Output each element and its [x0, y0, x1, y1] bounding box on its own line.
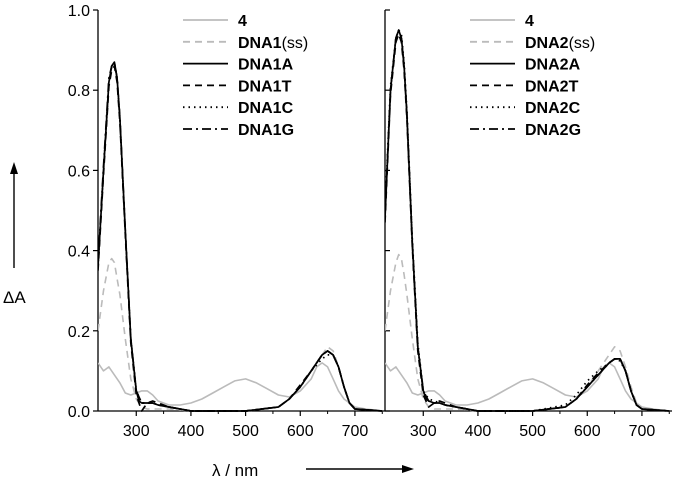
x-tick-label: 300 — [410, 423, 437, 440]
x-tick-label: 400 — [465, 423, 492, 440]
y-axis-arrow-head — [10, 162, 18, 174]
legend-label-dna1c: DNA1C — [238, 100, 294, 117]
legend-label-dna1t: DNA1T — [238, 78, 292, 95]
legend-label-4: 4 — [238, 13, 247, 30]
chart-panel-right: 300 400 500 600 700 4 DNA2 (ss) DNA2A DNA2T DNA2C… — [384, 9, 672, 440]
series-line-dna2g — [385, 29, 670, 412]
y-tick-label: 0.8 — [68, 83, 90, 100]
x-axis-label: λ / nm — [212, 461, 258, 480]
series-line-4 — [385, 362, 670, 412]
series-line-dna1g — [98, 61, 383, 412]
series-line-dna2c — [385, 29, 670, 412]
x-tick-label: 600 — [574, 423, 601, 440]
series-line-dna1t — [98, 65, 383, 412]
x-tick-label: 300 — [123, 423, 150, 440]
legend-label-dna2a: DNA2A — [525, 57, 581, 74]
y-tick-label: 1.0 — [68, 3, 90, 20]
legend-label-dna2: DNA2 — [525, 35, 569, 52]
x-tick-label: 400 — [178, 423, 205, 440]
y-axis-label: ΔA — [3, 288, 26, 307]
y-tick-label: 0.6 — [68, 163, 90, 180]
x-axis-arrow-head — [402, 465, 414, 473]
y-tick-label: 0.4 — [68, 244, 90, 261]
series-line-dna2 — [385, 253, 670, 412]
legend-suffix: (ss) — [569, 35, 596, 52]
y-tick-label: 0.0 — [68, 404, 90, 421]
series-line-dna1 — [98, 257, 383, 412]
legend-label-dna1g: DNA1G — [238, 122, 294, 139]
chart-panel-left: 300 400 500 600 700 0.0 0.2 0.4 0.6 0.8 1.0 4 DNA1 (… — [68, 3, 385, 440]
legend-label-dna1a: DNA1A — [238, 57, 294, 74]
x-tick-label: 700 — [342, 423, 369, 440]
legend-label-dna2c: DNA2C — [525, 100, 581, 117]
legend-label-dna1: DNA1 — [238, 35, 282, 52]
x-tick-label: 700 — [629, 423, 656, 440]
y-tick-label: 0.2 — [68, 324, 90, 341]
legend-suffix: (ss) — [282, 35, 309, 52]
legend-label-dna2t: DNA2T — [525, 78, 579, 95]
legend-label-4: 4 — [525, 13, 534, 30]
x-tick-label: 600 — [287, 423, 314, 440]
series-line-4 — [98, 362, 383, 412]
legend-label-dna2g: DNA2G — [525, 122, 581, 139]
x-tick-label: 500 — [519, 423, 546, 440]
x-tick-label: 500 — [232, 423, 259, 440]
